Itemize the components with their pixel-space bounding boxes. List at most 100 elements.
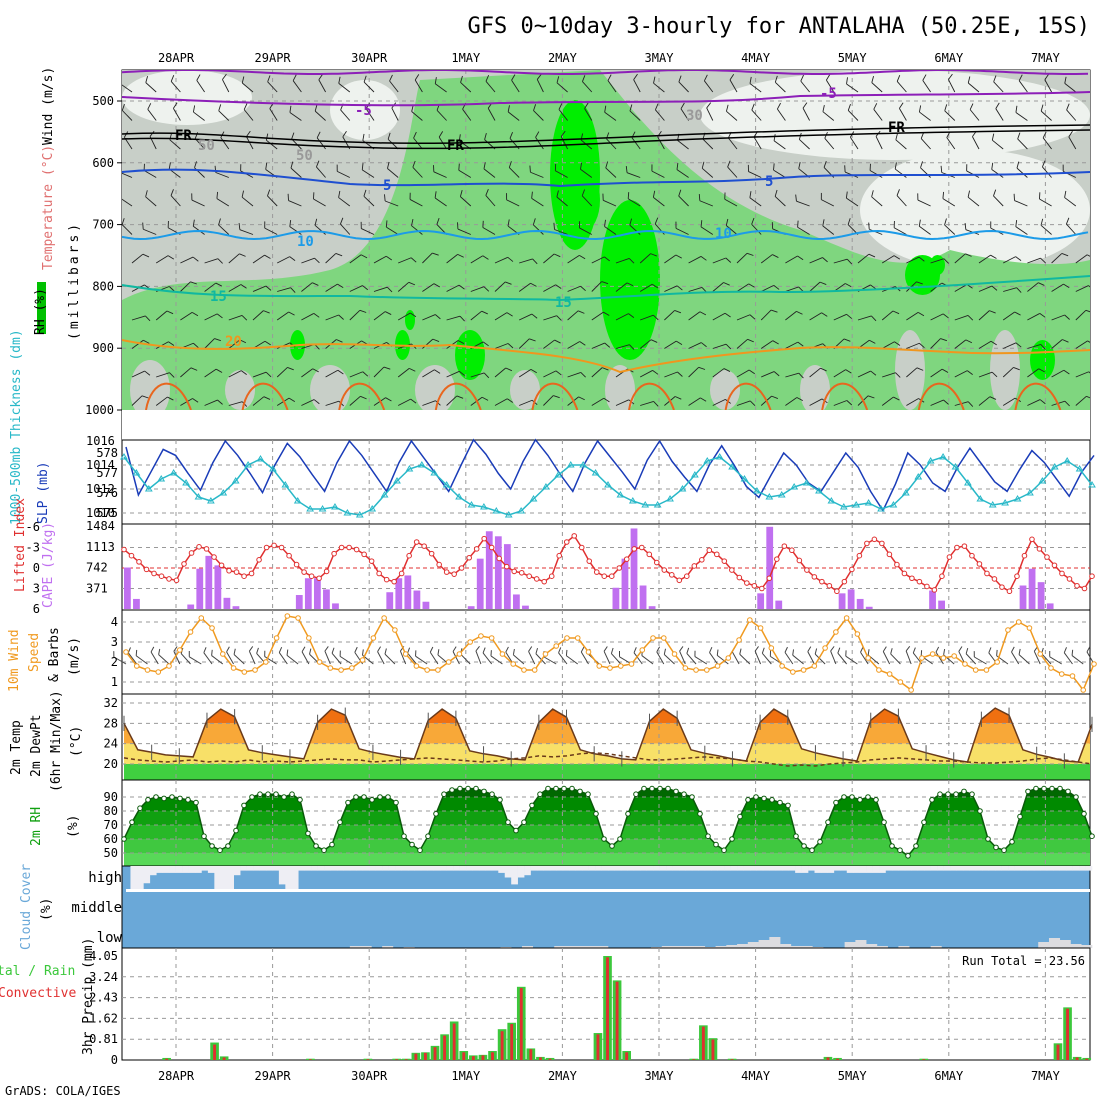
barb-flag	[410, 257, 417, 263]
cape-bar	[929, 590, 936, 609]
barb-flag	[432, 252, 439, 256]
barb-flag	[700, 220, 703, 227]
barb-flag	[966, 164, 968, 171]
rh-saturated-area	[570, 170, 600, 230]
barb-flag	[716, 649, 719, 656]
barb-flag	[433, 165, 435, 172]
rh-dry-pocket	[605, 365, 635, 410]
barb-flag	[905, 646, 911, 652]
barb-staff	[967, 196, 980, 207]
wind-barb-10m	[188, 650, 202, 665]
barb-staff	[882, 372, 896, 378]
point	[369, 797, 375, 803]
barb-staff	[470, 372, 485, 378]
barb-staff	[824, 137, 835, 150]
point	[946, 554, 953, 560]
cape-bar	[838, 593, 846, 609]
barb-staff	[567, 254, 580, 264]
barb-staff	[580, 168, 593, 178]
point	[413, 539, 420, 545]
wind-barb-10m	[1063, 647, 1073, 665]
wind-barb	[422, 369, 441, 378]
x-label-top: 6MAY	[934, 51, 964, 65]
cloud-low-cell	[521, 946, 534, 948]
cape-bar	[503, 544, 511, 609]
barb-staff	[519, 258, 533, 264]
point	[478, 633, 484, 639]
barb-flag	[409, 367, 416, 372]
barb-staff	[930, 313, 944, 321]
barb-staff	[436, 109, 447, 121]
barb-flag	[361, 163, 364, 170]
barb-staff	[748, 171, 762, 178]
point	[1080, 687, 1087, 693]
point	[537, 791, 543, 798]
point	[796, 557, 803, 564]
barb-staff	[482, 227, 496, 235]
cloud-high-cell	[698, 866, 706, 871]
wind-barb	[881, 396, 900, 406]
point	[480, 503, 488, 510]
barb-staff	[301, 399, 315, 406]
precip-conv-bar	[711, 1039, 715, 1060]
cloud-high-cell	[136, 866, 144, 889]
barb-flag	[899, 102, 904, 109]
barb-flag	[792, 649, 795, 656]
barb-staff	[288, 200, 302, 207]
cloud-high-cell	[840, 866, 848, 871]
point	[825, 819, 831, 826]
wind-barb	[785, 341, 804, 349]
barb-staff	[266, 139, 278, 150]
wind-barb	[629, 104, 641, 121]
wind-barb-10m	[830, 646, 837, 665]
barb-flag	[584, 102, 589, 109]
cape-bar	[232, 606, 240, 609]
barb-staff	[446, 284, 460, 292]
barb-staff	[785, 311, 797, 321]
barb-flag	[603, 646, 608, 652]
barb-flag	[482, 220, 484, 228]
barb-staff	[604, 111, 617, 121]
barb-staff	[677, 140, 689, 150]
barb-staff	[857, 315, 872, 321]
point	[542, 483, 550, 490]
point	[625, 811, 631, 817]
wind-barb	[301, 257, 320, 264]
barb-staff	[228, 401, 243, 406]
barb-staff	[127, 652, 138, 665]
barb-flag	[894, 341, 901, 346]
wind-barb-10m	[203, 647, 213, 665]
rh-dry-area	[700, 70, 1090, 160]
wind-barb-10m	[679, 646, 686, 665]
point	[697, 811, 703, 817]
wind-barb	[222, 73, 230, 93]
barb-flag	[1088, 371, 1090, 377]
wind-barb	[602, 193, 617, 207]
point	[864, 499, 873, 506]
point	[511, 568, 518, 575]
cloud-high-cell	[666, 866, 673, 871]
wind-barb	[978, 254, 997, 264]
cloud-high-cell	[820, 866, 828, 873]
point	[886, 551, 893, 558]
cape-bar	[304, 578, 312, 609]
point	[449, 787, 455, 793]
wind-barb	[422, 314, 441, 321]
cape-tick: 742	[86, 561, 108, 575]
wind-barb	[736, 369, 755, 378]
wind-barb	[920, 132, 931, 150]
wind-barb	[276, 256, 296, 264]
point	[1073, 794, 1079, 800]
point	[693, 667, 699, 673]
barb-flag	[190, 367, 198, 371]
barb-staff	[754, 650, 762, 665]
barb-staff	[252, 310, 264, 321]
temp-line	[123, 707, 1093, 763]
point	[650, 635, 656, 641]
barb-flag	[943, 399, 949, 405]
cloud-low-cell	[564, 946, 577, 948]
wind-barb	[338, 190, 351, 207]
barb-staff	[894, 168, 907, 178]
point	[273, 791, 279, 798]
barb-staff	[554, 229, 568, 235]
